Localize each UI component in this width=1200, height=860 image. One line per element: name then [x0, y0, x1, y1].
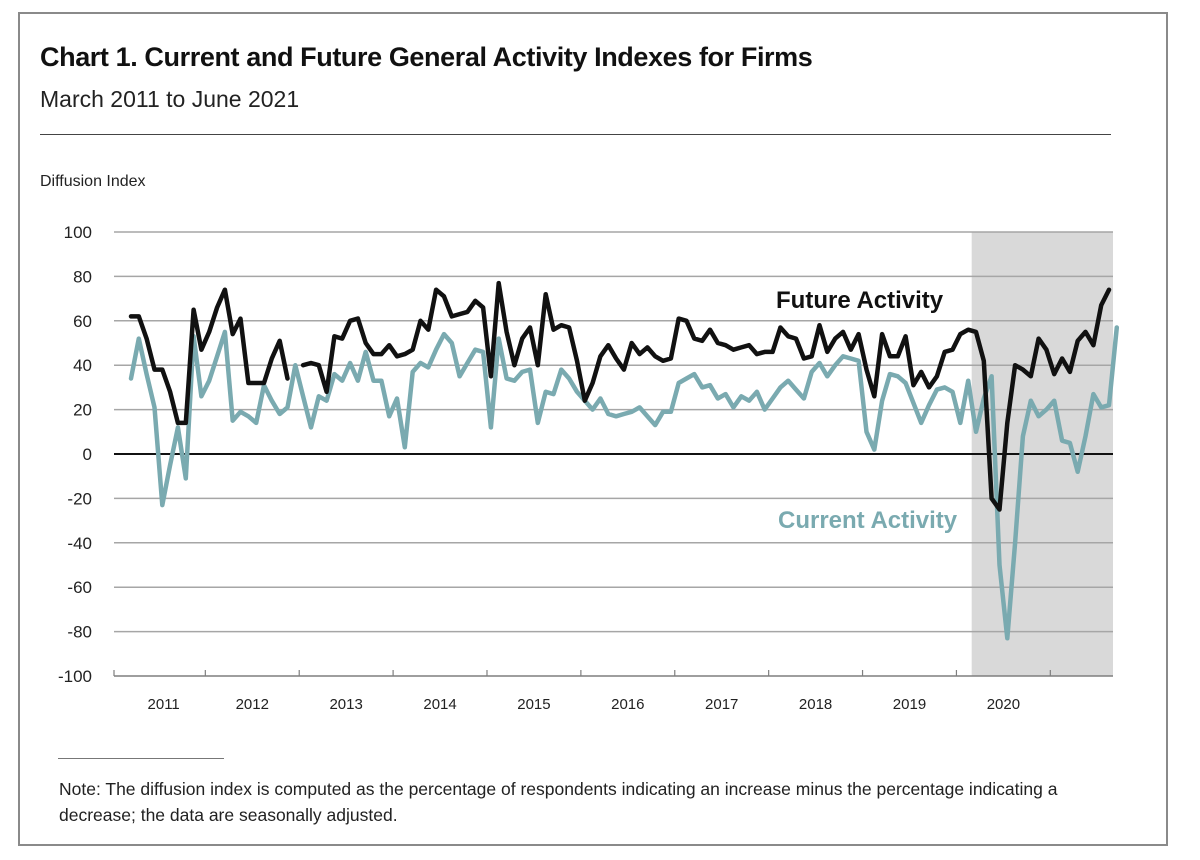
series-lines: [128, 280, 1120, 641]
x-tick-label: 2014: [423, 696, 456, 713]
x-tick-label: 2015: [517, 696, 550, 713]
label-future-activity: Future Activity: [776, 287, 944, 314]
y-tick-label: 60: [73, 312, 92, 331]
x-tick-label: 2019: [893, 696, 926, 713]
y-tick-label: -40: [67, 534, 92, 553]
title-divider: [40, 134, 1111, 135]
x-tick-labels: 2011 2012 2013 2014 2015 2016 2017 2018 2019 2020: [148, 696, 1021, 713]
x-tick-label: 2011: [148, 696, 180, 713]
y-tick-labels: 100 80 60 40 20 0 -20 -40 -60 -80 -100: [58, 223, 92, 686]
y-axis-title: Diffusion Index: [40, 173, 146, 190]
y-tick-label: 40: [73, 356, 92, 375]
x-axis: [113, 670, 1113, 677]
gridlines: [114, 231, 1113, 633]
y-tick-label: 0: [83, 445, 92, 464]
series-annotations: Future Activity Current Activity: [776, 287, 958, 534]
y-tick-label: 20: [73, 401, 92, 420]
chart-title: Chart 1. Current and Future General Acti…: [40, 42, 813, 72]
y-tick-label: -20: [67, 489, 92, 508]
x-tick-label: 2013: [329, 696, 362, 713]
y-tick-label: 100: [64, 223, 92, 242]
note-divider: [58, 758, 224, 759]
y-tick-label: -80: [67, 623, 92, 642]
series-line-current-activity: [128, 325, 1120, 641]
x-tick-label: 2017: [705, 696, 738, 713]
x-tick-label: 2016: [611, 696, 644, 713]
series-line-future-activity: [128, 280, 1112, 512]
y-tick-label: -100: [58, 667, 92, 686]
label-current-activity: Current Activity: [778, 507, 958, 534]
x-tick-label: 2018: [799, 696, 832, 713]
y-tick-label: 80: [73, 267, 92, 286]
chart-subtitle: March 2011 to June 2021: [40, 86, 300, 112]
x-tick-label: 2020: [987, 696, 1020, 713]
chart-note: Note: The diffusion index is computed as…: [59, 779, 1058, 825]
x-tick-label: 2012: [236, 696, 269, 713]
y-tick-label: -60: [67, 578, 92, 597]
